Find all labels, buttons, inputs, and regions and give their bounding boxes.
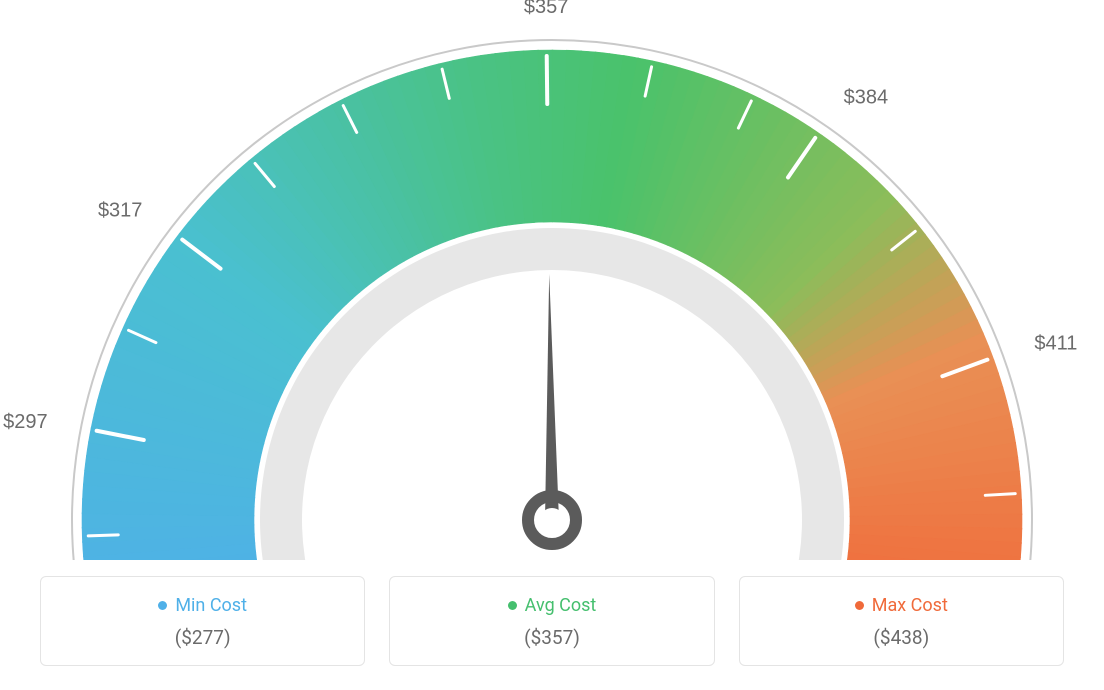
svg-text:$297: $297 xyxy=(3,411,48,433)
dot-icon xyxy=(855,601,864,610)
legend-title-avg: Avg Cost xyxy=(508,595,597,616)
dot-icon xyxy=(158,601,167,610)
legend-title-max: Max Cost xyxy=(855,595,948,616)
cost-gauge: $277$297$317$357$384$411$438 xyxy=(0,0,1104,560)
legend-value-min: ($277) xyxy=(49,626,356,649)
svg-text:$357: $357 xyxy=(524,0,569,18)
legend-row: Min Cost ($277) Avg Cost ($357) Max Cost… xyxy=(40,576,1064,666)
gauge-svg: $277$297$317$357$384$411$438 xyxy=(0,0,1104,560)
legend-label-min: Min Cost xyxy=(175,595,247,616)
svg-text:$384: $384 xyxy=(844,87,889,109)
dot-icon xyxy=(508,601,517,610)
legend-label-avg: Avg Cost xyxy=(525,595,597,616)
legend-card-max: Max Cost ($438) xyxy=(739,576,1064,666)
legend-value-avg: ($357) xyxy=(398,626,705,649)
legend-card-avg: Avg Cost ($357) xyxy=(389,576,714,666)
svg-text:$317: $317 xyxy=(98,199,143,221)
legend-title-min: Min Cost xyxy=(158,595,247,616)
legend-card-min: Min Cost ($277) xyxy=(40,576,365,666)
svg-text:$411: $411 xyxy=(1034,332,1077,354)
legend-label-max: Max Cost xyxy=(872,595,948,616)
legend-value-max: ($438) xyxy=(748,626,1055,649)
